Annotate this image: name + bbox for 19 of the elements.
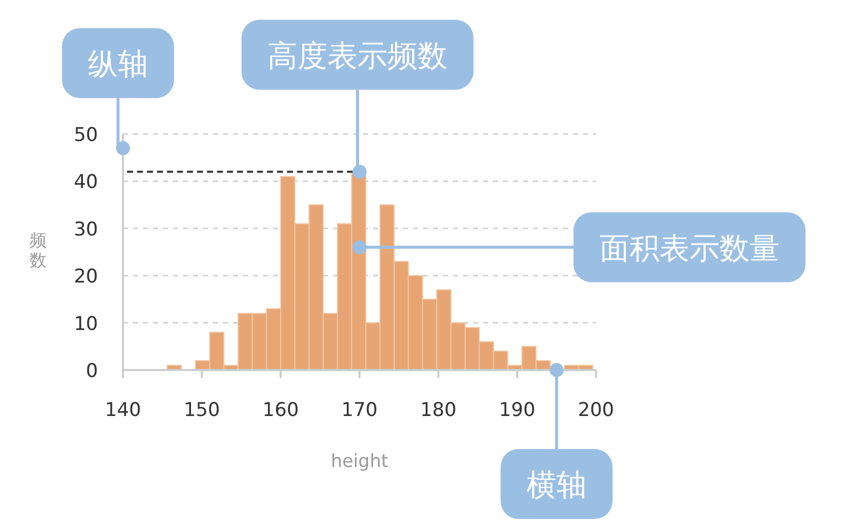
x-tick-label: 180: [420, 399, 456, 421]
annotation: 面积表示数量: [600, 231, 780, 266]
annotation: 横轴: [526, 468, 587, 503]
x-tick-label: 150: [184, 399, 220, 421]
x-tick-label: 190: [499, 399, 536, 421]
x-tick-label: 160: [262, 399, 299, 421]
y-tick-label: 0: [86, 360, 98, 382]
x-axis-title: height: [330, 451, 388, 472]
annotation: 高度表示频数: [268, 38, 448, 74]
y-axis-title: 频数: [30, 231, 46, 271]
y-tick-label: 10: [74, 312, 98, 335]
annotation: 纵轴: [88, 47, 148, 82]
y-tick-label: 20: [74, 266, 98, 288]
x-tick-label: 140: [104, 399, 142, 421]
x-tick-label: 200: [578, 399, 614, 421]
y-tick-label: 30: [74, 218, 98, 240]
y-tick-label: 40: [74, 171, 98, 194]
x-tick-label: 170: [341, 399, 378, 421]
y-tick-label: 50: [74, 124, 98, 146]
